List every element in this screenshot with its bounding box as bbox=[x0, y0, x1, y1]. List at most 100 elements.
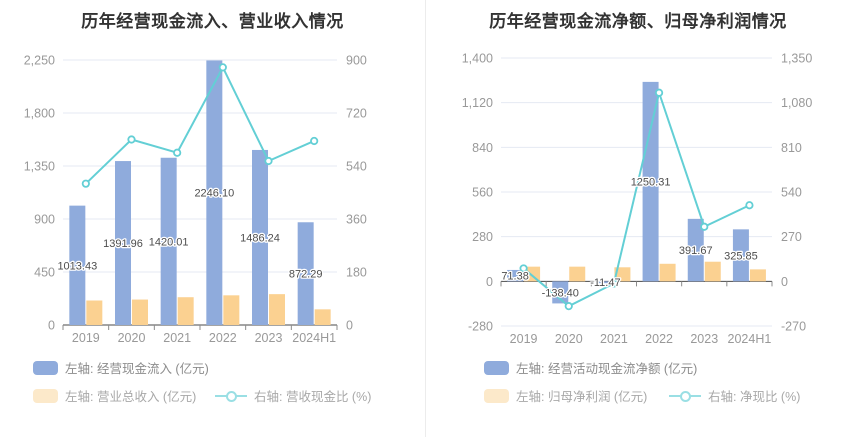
trend-line-revenue-cash-ratio bbox=[85, 65, 315, 185]
chart-title: 历年经营现金流净额、归母净利润情况 bbox=[489, 12, 787, 31]
x-axis-category-label: 2022 bbox=[645, 332, 673, 346]
chart-panel-cash-inflow-revenue: 历年经营现金流入、营业收入情况 0 450 900 1,350 1,800 2,250 0 1… bbox=[23, 12, 372, 404]
x-axis-category-label: 2020 bbox=[118, 331, 146, 345]
left-axis-tick-label: 900 bbox=[34, 213, 55, 227]
point-net-cash-ratio-2019[interactable] bbox=[519, 264, 528, 273]
right-axis-tick-label: 540 bbox=[781, 186, 802, 200]
left-axis-tick-label: 1,120 bbox=[462, 96, 493, 110]
bar-total-revenue-2019[interactable] bbox=[86, 300, 103, 325]
left-axis-tick-label: 840 bbox=[472, 141, 493, 155]
point-revenue-cash-ratio-2019[interactable] bbox=[81, 179, 90, 188]
point-revenue-cash-ratio-2021[interactable] bbox=[173, 148, 182, 157]
point-revenue-cash-ratio-2023[interactable] bbox=[264, 156, 273, 166]
point-revenue-cash-ratio-2022[interactable] bbox=[218, 63, 227, 72]
value-label-net-operating-cash-flow-2019: 71.38 bbox=[501, 271, 529, 283]
right-axis-tick-label: 180 bbox=[346, 266, 367, 280]
x-axis-category-label: 2024H1 bbox=[728, 332, 772, 346]
trend-line-net-cash-ratio bbox=[522, 89, 750, 308]
value-label-cash-inflow-2021: 1420.01 bbox=[149, 236, 189, 248]
x-axis-category-label: 2019 bbox=[72, 331, 100, 345]
legend-line-marker-icon bbox=[669, 389, 701, 403]
left-axis-tick-label: 1,350 bbox=[24, 160, 55, 174]
left-axis-tick-label: 560 bbox=[472, 186, 493, 200]
right-axis-tick-label: 0 bbox=[346, 319, 353, 333]
bar-total-revenue-2020[interactable] bbox=[132, 299, 148, 325]
point-revenue-cash-ratio-2020[interactable] bbox=[127, 135, 136, 144]
left-axis-tick-label: 0 bbox=[486, 275, 493, 289]
value-label-cash-inflow-2020: 1391.96 bbox=[103, 238, 143, 250]
bar-net-profit-2021[interactable] bbox=[614, 267, 631, 282]
point-net-cash-ratio-2023[interactable] bbox=[700, 222, 709, 231]
bar-cash-inflow-2022[interactable] bbox=[206, 60, 223, 326]
x-axis-category-label: 2019 bbox=[510, 332, 538, 346]
x-axis-category-label: 2020 bbox=[555, 332, 583, 346]
bar-net-operating-cash-flow-2019[interactable] bbox=[507, 269, 524, 282]
right-axis-tick-label: 0 bbox=[781, 275, 788, 289]
legend-line-marker-icon bbox=[215, 389, 247, 403]
left-axis-tick-label: 1,400 bbox=[462, 52, 493, 66]
left-axis-tick-label: 2,250 bbox=[24, 54, 55, 68]
bar-cash-inflow-2020[interactable] bbox=[115, 161, 131, 325]
legend-item-revenue-cash-ratio[interactable]: 右轴: 营收现金比 (%) bbox=[215, 388, 372, 404]
x-axis-category-label: 2021 bbox=[600, 332, 628, 346]
chart-panel-net-cashflow-profit: 历年经营现金流净额、归母净利润情况 -280 0 280 560 840 1,120 1,4… bbox=[425, 0, 850, 437]
right-axis-tick-label: 1,080 bbox=[781, 96, 812, 110]
bar-total-revenue-2023[interactable] bbox=[269, 294, 285, 325]
legend-label-net-profit: 左轴: 归母净利润 (亿元) bbox=[516, 390, 648, 404]
point-net-cash-ratio-2020[interactable] bbox=[564, 302, 573, 311]
legend-label-net-cash-ratio: 右轴: 净现比 (%) bbox=[708, 390, 801, 404]
left-axis-tick-label: 1,800 bbox=[24, 107, 55, 121]
value-label-cash-inflow-2022: 2246.10 bbox=[194, 188, 234, 200]
right-axis-tick-label: 1,350 bbox=[781, 52, 812, 66]
point-net-cash-ratio-2021[interactable] bbox=[609, 279, 619, 288]
bar-net-operating-cash-flow-2022[interactable] bbox=[642, 81, 659, 282]
point-net-cash-ratio-2022[interactable] bbox=[654, 88, 664, 97]
legend-item-net-operating-cash-flow[interactable]: 左轴: 经营活动现金流净额 (亿元) bbox=[484, 360, 697, 376]
legend-swatch-total-revenue bbox=[33, 388, 58, 403]
right-axis-tick-label: 360 bbox=[346, 213, 367, 227]
chart-canvas-cash-inflow-revenue: 0 450 900 1,350 1,800 2,250 0 180 360 540 720 900 20… bbox=[24, 54, 367, 346]
right-axis-tick-label: -270 bbox=[781, 320, 806, 334]
bar-cash-inflow-2019[interactable] bbox=[69, 205, 86, 325]
legend-swatch-net-operating-cash-flow bbox=[484, 360, 509, 375]
legend-swatch-net-profit bbox=[484, 388, 509, 403]
point-net-cash-ratio-2024H1[interactable] bbox=[745, 201, 754, 210]
right-axis-tick-label: 900 bbox=[346, 54, 367, 68]
bar-total-revenue-2022[interactable] bbox=[223, 295, 240, 325]
bar-net-profit-2024H1[interactable] bbox=[749, 269, 766, 282]
legend-swatch-cash-inflow bbox=[33, 360, 58, 375]
chart-canvas-net-cashflow-profit: -280 0 280 560 840 1,120 1,400 -270 0 270 540 810 1,… bbox=[462, 52, 813, 347]
left-axis-tick-label: -280 bbox=[468, 320, 493, 334]
bar-cash-inflow-2024H1[interactable] bbox=[297, 222, 314, 325]
bar-net-operating-cash-flow-2021[interactable] bbox=[597, 281, 614, 284]
legend-label-cash-inflow: 左轴: 经营现金流入 (亿元) bbox=[65, 362, 209, 376]
bar-net-operating-cash-flow-2020[interactable] bbox=[552, 281, 569, 304]
legend-item-cash-inflow[interactable]: 左轴: 经营现金流入 (亿元) bbox=[33, 360, 209, 376]
bar-total-revenue-2021[interactable] bbox=[177, 297, 194, 325]
bar-net-operating-cash-flow-2023[interactable] bbox=[687, 218, 704, 282]
legend-item-total-revenue[interactable]: 左轴: 营业总收入 (亿元) bbox=[33, 388, 197, 404]
legend-label-revenue-cash-ratio: 右轴: 营收现金比 (%) bbox=[254, 390, 372, 404]
legend-label-total-revenue: 左轴: 营业总收入 (亿元) bbox=[65, 390, 197, 404]
bar-total-revenue-2024H1[interactable] bbox=[314, 309, 331, 325]
bar-net-operating-cash-flow-2024H1[interactable] bbox=[732, 229, 749, 282]
bar-net-profit-2023[interactable] bbox=[704, 261, 721, 282]
point-revenue-cash-ratio-2024H1[interactable] bbox=[310, 136, 319, 146]
right-axis-tick-label: 810 bbox=[781, 141, 802, 155]
value-label-net-operating-cash-flow-2024H1: 325.85 bbox=[724, 250, 758, 262]
bar-cash-inflow-2021[interactable] bbox=[160, 157, 177, 325]
bar-net-profit-2020[interactable] bbox=[569, 266, 586, 282]
right-axis-tick-label: 720 bbox=[346, 107, 367, 121]
x-axis-category-label: 2024H1 bbox=[292, 331, 336, 345]
left-axis-tick-label: 0 bbox=[48, 319, 55, 333]
value-label-cash-inflow-2024H1: 872.29 bbox=[289, 269, 323, 281]
right-axis-tick-label: 540 bbox=[346, 160, 367, 174]
left-axis-tick-label: 450 bbox=[34, 266, 55, 280]
value-label-net-operating-cash-flow-2020: -138.40 bbox=[542, 287, 579, 299]
legend-item-net-cash-ratio[interactable]: 右轴: 净现比 (%) bbox=[669, 388, 801, 404]
bar-net-profit-2022[interactable] bbox=[659, 263, 676, 282]
legend-item-net-profit[interactable]: 左轴: 归母净利润 (亿元) bbox=[484, 388, 648, 404]
bar-cash-inflow-2023[interactable] bbox=[252, 149, 268, 325]
value-label-cash-inflow-2019: 1013.43 bbox=[57, 260, 97, 272]
